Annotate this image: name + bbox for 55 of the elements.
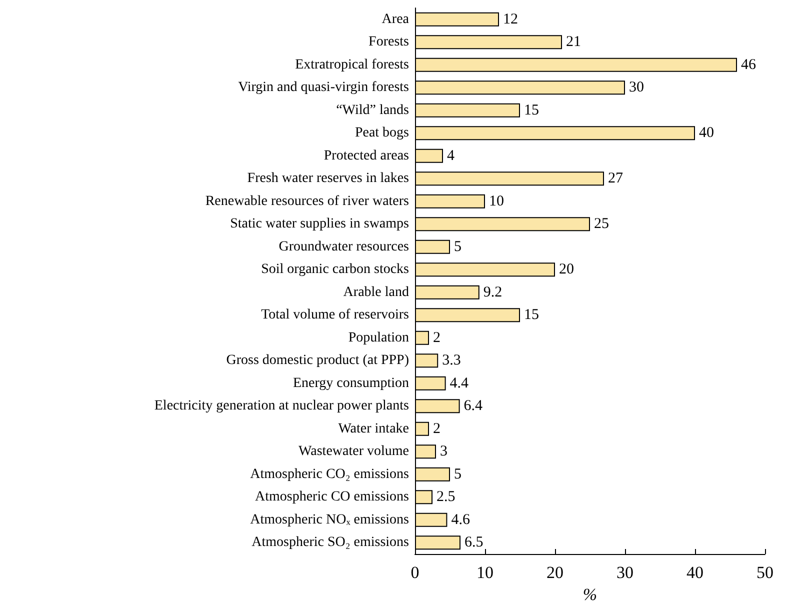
data-label: 40 xyxy=(699,125,714,142)
y-tick-label: Total volume of reservoirs xyxy=(261,308,409,323)
y-tick-label: Area xyxy=(382,12,410,27)
x-tick-label: 20 xyxy=(546,563,564,582)
y-tick-label: Atmospheric CO₂ emissions xyxy=(250,466,409,482)
x-tick-label: 50 xyxy=(756,563,774,582)
y-tick-label: Atmospheric NOₓ emissions xyxy=(250,512,409,528)
data-label: 3.3 xyxy=(442,352,461,369)
y-tick-label: Fresh water reserves in lakes xyxy=(247,171,409,186)
y-tick-label: Static water supplies in swamps xyxy=(230,216,409,232)
data-label: 30 xyxy=(629,80,644,96)
x-tick-label: 40 xyxy=(686,563,704,582)
y-tick-label: Wastewater volume xyxy=(298,444,409,460)
data-label: 5 xyxy=(454,238,462,255)
data-label: 15 xyxy=(524,307,539,324)
y-tick-label: Water intake xyxy=(338,421,409,436)
data-label: 15 xyxy=(524,102,539,118)
data-label: 20 xyxy=(559,262,574,278)
y-tick-label: Forests xyxy=(368,34,409,50)
x-tick-label: 0 xyxy=(410,563,420,582)
y-tick-label: Renewable resources of river waters xyxy=(205,194,409,209)
y-tick-label: Extratropical forests xyxy=(295,57,409,72)
y-tick-label: Population xyxy=(348,330,409,346)
data-label: 3 xyxy=(440,444,448,460)
data-label: 25 xyxy=(594,216,609,232)
data-label: 46 xyxy=(741,56,756,73)
data-label: 2.5 xyxy=(436,489,456,506)
y-tick-label: Virgin and quasi-virgin forests xyxy=(238,80,409,96)
data-label: 10 xyxy=(489,193,504,210)
y-tick-label: Gross domestic product (at PPP) xyxy=(226,353,410,368)
y-tick-label: Peat bogs xyxy=(354,126,409,141)
data-label: 2 xyxy=(433,330,440,346)
x-tick-label: 10 xyxy=(476,563,494,582)
y-tick-label: Atmospheric SO₂ emissions xyxy=(252,535,409,550)
y-tick-label: Electricity generation at nuclear power plants xyxy=(154,398,409,414)
data-label: 6.4 xyxy=(464,398,484,414)
y-tick-label: Soil organic carbon stocks xyxy=(261,262,409,278)
x-axis-title: % xyxy=(582,584,598,604)
y-tick-label: Protected areas xyxy=(324,148,409,164)
x-tick-label: 30 xyxy=(616,563,634,582)
y-tick-label: Groundwater resources xyxy=(278,239,409,254)
data-label: 12 xyxy=(503,11,518,28)
data-label: 2 xyxy=(433,420,440,437)
y-tick-label: Energy consumption xyxy=(292,376,409,391)
data-label: 4.4 xyxy=(450,375,470,392)
data-label: 6.5 xyxy=(464,534,484,551)
data-label: 21 xyxy=(566,34,581,50)
data-label: 4 xyxy=(447,148,455,164)
data-label: 5 xyxy=(454,466,462,482)
data-label: 4.6 xyxy=(451,512,470,528)
y-tick-label: Arable land xyxy=(343,284,409,300)
data-label: 27 xyxy=(608,170,624,187)
y-tick-label: Atmospheric CO emissions xyxy=(255,490,409,505)
data-label: 9.2 xyxy=(483,284,502,300)
y-tick-label: “Wild” lands xyxy=(336,102,409,118)
